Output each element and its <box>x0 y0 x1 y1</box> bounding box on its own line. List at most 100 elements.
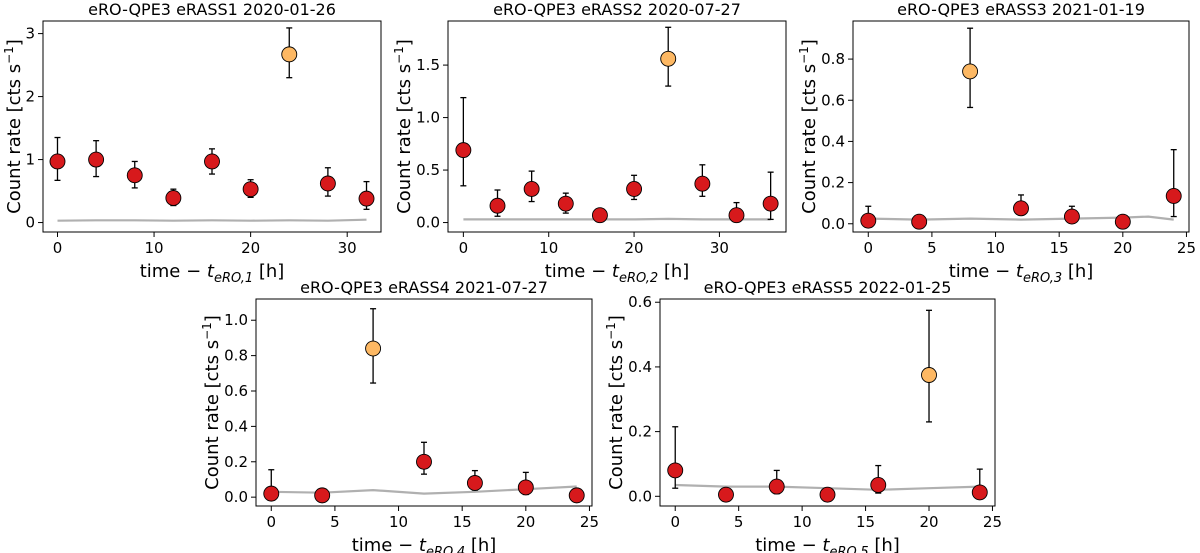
x-label-unit: [h] <box>253 261 284 282</box>
quiescent-point <box>358 190 375 207</box>
y-label-main: Count rate [cts s <box>202 340 223 490</box>
y-tick-label: 0.2 <box>628 423 652 441</box>
x-label-subscript: eRO,4 <box>426 545 465 553</box>
panel-title: eRO-QPE3 eRASS2 2020-07-27 <box>493 0 741 19</box>
x-tick-label: 5 <box>330 513 340 531</box>
y-label-end: ] <box>799 39 820 46</box>
x-tick-label: 25 <box>580 513 599 531</box>
panel-title: eRO-QPE3 eRASS1 2020-01-26 <box>88 0 336 19</box>
y-tick-label: 1.0 <box>416 109 440 127</box>
quiescent-point <box>455 142 472 159</box>
quiescent-point <box>1063 208 1080 225</box>
x-tick-label: 0 <box>863 239 873 257</box>
x-axis-label: time − teRO,1 [h] <box>140 261 285 286</box>
x-label-prefix: time − <box>545 261 612 282</box>
y-axis-label: Count rate [cts s−1] <box>200 315 223 490</box>
quiescent-point <box>263 485 280 502</box>
background-line <box>57 218 367 222</box>
quiescent-point <box>971 484 988 501</box>
x-tick-label: 25 <box>983 513 1002 531</box>
y-tick-label: 0.6 <box>821 91 845 109</box>
background-line <box>463 217 771 221</box>
y-label-main: Count rate [cts s <box>4 64 25 214</box>
x-tick-label: 20 <box>625 239 644 257</box>
quiescent-point <box>416 453 432 470</box>
x-tick-label: 30 <box>710 239 729 257</box>
axes-frame <box>447 20 787 233</box>
y-tick-label: 0.0 <box>628 487 652 505</box>
y-axis-label: Count rate [cts s−1] <box>604 315 627 490</box>
panel-eRASS3: eRO-QPE3 eRASS3 2021-01-19 0 5 10 15 20 25 0.0 0… <box>797 0 1196 286</box>
quiescent-point <box>466 475 483 491</box>
x-label-prefix: time − <box>140 261 207 282</box>
y-label-end: ] <box>202 315 223 322</box>
panel-eRASS1: eRO-QPE3 eRASS1 2020-01-26 0 10 20 30 0 1 2 3 tim… <box>2 0 382 286</box>
x-tick-label: 25 <box>1177 239 1196 257</box>
eruption-point <box>660 50 677 67</box>
quiescent-point <box>762 195 779 212</box>
x-label-unit: [h] <box>1062 261 1093 282</box>
y-tick-label: 0.4 <box>628 358 652 376</box>
quiescent-point <box>667 462 684 479</box>
x-tick-label: 5 <box>927 239 937 257</box>
y-tick-label: 0.2 <box>821 174 845 192</box>
panel-title: eRO-QPE3 eRASS3 2021-01-19 <box>897 0 1145 19</box>
panel-title: eRO-QPE3 eRASS5 2022-01-25 <box>704 278 952 297</box>
y-tick-label: 3 <box>25 25 35 43</box>
quiescent-point <box>819 486 836 503</box>
quiescent-point <box>165 190 182 206</box>
y-tick-label: 0.0 <box>224 488 248 506</box>
quiescent-point <box>860 212 877 229</box>
y-label-superscript: −1 <box>604 322 618 340</box>
y-tick-label: 0 <box>25 214 35 232</box>
quiescent-point <box>718 486 734 503</box>
y-tick-label: 1.5 <box>416 56 440 74</box>
panel-eRASS4: eRO-QPE3 eRASS4 2021-07-27 0 5 10 15 20 25 0.0 0… <box>200 278 599 553</box>
x-label-math: t <box>822 535 830 553</box>
x-tick-label: 20 <box>516 513 535 531</box>
y-tick-label: 0.5 <box>416 161 440 179</box>
axes-frame <box>852 20 1190 233</box>
y-tick-label: 0.4 <box>821 132 845 150</box>
x-tick-label: 0 <box>459 239 469 257</box>
quiescent-point <box>1114 213 1131 230</box>
y-label-superscript: −1 <box>200 322 214 340</box>
y-label-end: ] <box>394 39 415 46</box>
quiescent-point <box>911 213 928 230</box>
y-label-end: ] <box>606 315 627 322</box>
axes-frame <box>42 20 382 233</box>
x-label-unit: [h] <box>465 535 496 553</box>
eruption-point <box>281 46 298 63</box>
quiescent-point <box>523 181 540 197</box>
x-tick-label: 10 <box>389 513 408 531</box>
quiescent-point <box>728 207 745 224</box>
y-tick-label: 2 <box>25 88 35 106</box>
eruption-point <box>921 367 937 383</box>
quiescent-point <box>1013 200 1029 217</box>
y-tick-label: 0.0 <box>416 214 440 232</box>
x-tick-label: 15 <box>1050 239 1069 257</box>
x-axis-label: time − teRO,2 [h] <box>545 261 690 286</box>
quiescent-point <box>88 151 105 168</box>
x-tick-label: 15 <box>453 513 472 531</box>
quiescent-point <box>591 207 608 224</box>
y-tick-label: 0.8 <box>224 347 248 365</box>
x-tick-label: 10 <box>793 513 812 531</box>
quiescent-point <box>314 487 331 504</box>
y-axis-label: Count rate [cts s−1] <box>2 39 25 214</box>
x-label-math: t <box>612 261 620 282</box>
quiescent-point <box>126 167 143 184</box>
y-label-superscript: −1 <box>392 46 406 64</box>
background-line <box>868 215 1174 221</box>
y-label-main: Count rate [cts s <box>394 64 415 214</box>
eruption-point <box>962 63 979 80</box>
y-tick-label: 0.2 <box>224 453 248 471</box>
x-label-math: t <box>207 261 215 282</box>
x-label-math: t <box>419 535 427 553</box>
y-tick-label: 0.0 <box>821 215 845 233</box>
x-label-unit: [h] <box>869 535 900 553</box>
y-axis-label: Count rate [cts s−1] <box>392 39 415 214</box>
y-tick-label: 0.6 <box>224 382 248 400</box>
quiescent-point <box>768 478 785 495</box>
